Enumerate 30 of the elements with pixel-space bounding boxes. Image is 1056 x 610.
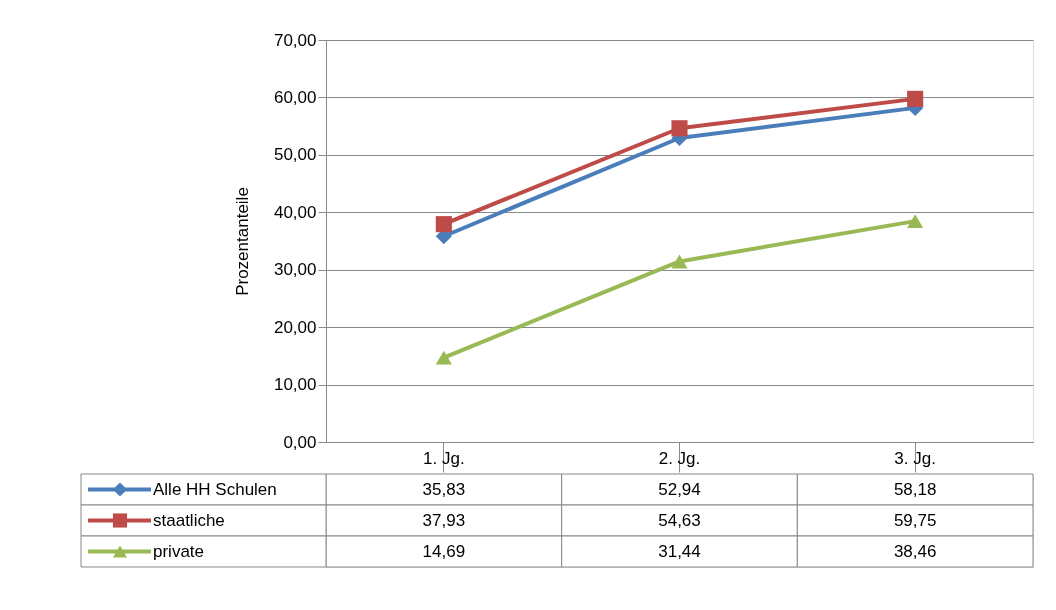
point [907,90,924,107]
point [435,350,452,365]
point [671,120,688,137]
y-tick-label: 10,00 [273,375,317,395]
y-tick-label: 70,00 [273,30,317,50]
point [907,214,924,229]
data-label: 31,44 [658,541,701,561]
y-tick-label: 20,00 [273,317,317,337]
y-tick-label: 0,00 [283,432,317,452]
y-tick-label: 60,00 [273,87,317,107]
y-tick-label: 50,00 [273,145,317,165]
point [671,254,688,269]
y-tick-label: 40,00 [273,202,317,222]
data-label: 37,93 [422,510,466,530]
legend-label: private [153,541,205,561]
x-tick-label: 3. Jg. [894,448,936,468]
data-label: 54,63 [658,510,701,530]
data-label: 59,75 [893,510,937,530]
data-label: 38,46 [893,541,937,561]
data-label: 52,94 [658,479,701,499]
point [435,216,452,233]
data-label: 35,83 [422,479,466,499]
data-label: 14,69 [422,541,466,561]
data-label: 58,18 [893,479,937,499]
x-tick-label: 1. Jg. [423,448,465,468]
legend-label: staatliche [153,510,225,530]
y-tick-label: 30,00 [273,260,317,280]
y-axis-title: Prozentanteile [232,187,252,296]
x-tick-label: 2. Jg. [658,448,701,468]
legend-label: Alle HH Schulen [153,479,277,499]
